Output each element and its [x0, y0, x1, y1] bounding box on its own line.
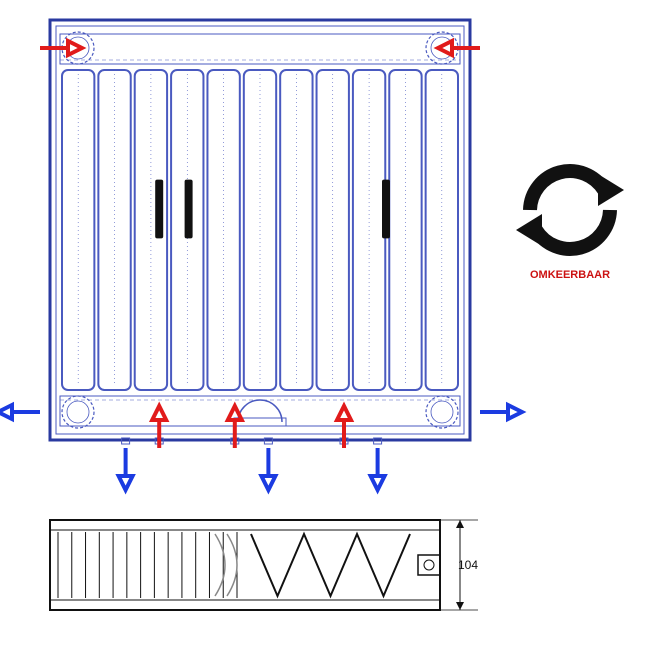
depth-dimension: 104: [458, 558, 478, 572]
mounting-bracket: [185, 180, 193, 239]
radiator-side-view: 104: [50, 520, 478, 610]
reversible-icon: OMKEERBAAR: [516, 171, 624, 281]
reversible-label: OMKEERBAAR: [530, 269, 610, 281]
mounting-bracket: [155, 180, 163, 239]
mounting-bracket: [382, 180, 390, 239]
center-valve-hub: [238, 400, 282, 422]
